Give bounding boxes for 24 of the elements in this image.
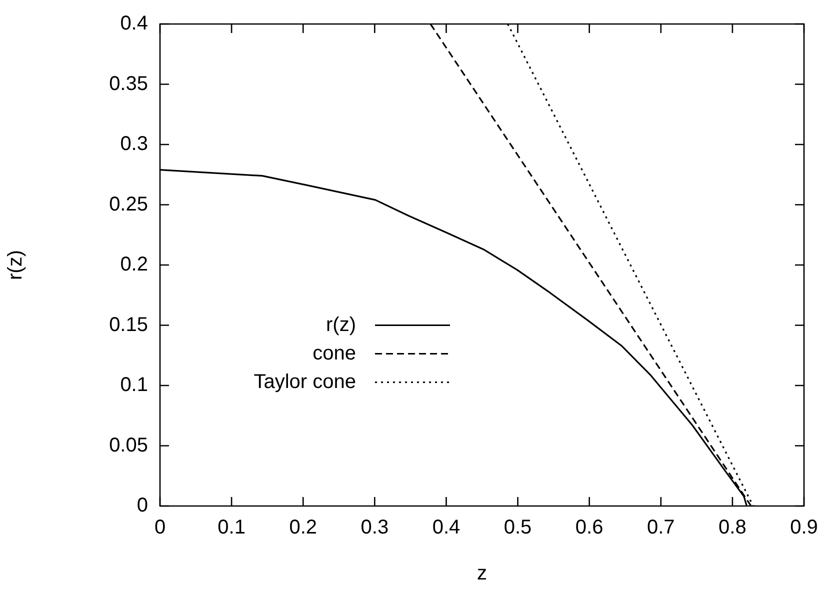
x-tick-label: 0.3	[360, 516, 389, 539]
y-tick-label: 0.3	[120, 133, 148, 156]
y-tick-label: 0.05	[109, 434, 148, 456]
x-tick-label: 0	[154, 516, 166, 539]
y-tick-label: 0.1	[120, 374, 148, 396]
y-axis-title: r(z)	[4, 250, 27, 280]
legend-label: r(z)	[326, 314, 356, 336]
x-tick-label: 0.2	[289, 516, 318, 539]
x-tick-label: 0.5	[504, 516, 532, 539]
y-tick-label: 0.25	[109, 193, 148, 216]
x-tick-label: 0.4	[432, 516, 460, 539]
x-tick-label: 0.6	[575, 516, 604, 539]
y-tick-label: 0.4	[120, 12, 148, 35]
x-tick-label: 0.1	[218, 516, 246, 539]
legend-label: Taylor cone	[254, 370, 356, 393]
x-axis-title: z	[477, 562, 487, 585]
y-tick-label: 0.2	[120, 254, 148, 276]
legend-label: cone	[312, 342, 356, 364]
y-tick-label: 0.15	[109, 314, 148, 336]
y-tick-label: 0.35	[109, 72, 148, 95]
y-tick-label: 0	[136, 494, 148, 517]
x-tick-label: 0.8	[718, 516, 746, 539]
x-tick-label: 0.9	[790, 516, 818, 539]
x-tick-label: 0.7	[646, 516, 675, 539]
